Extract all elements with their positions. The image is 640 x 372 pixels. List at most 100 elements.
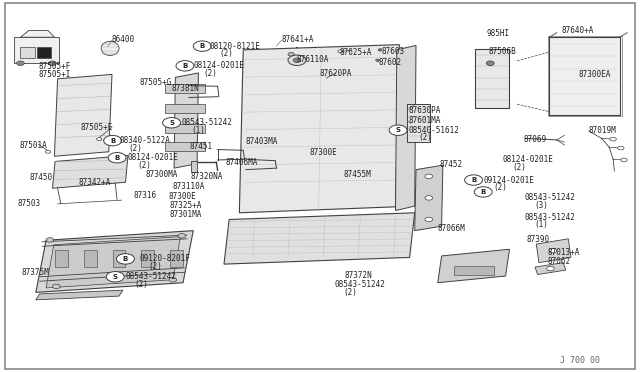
Text: 87455M: 87455M xyxy=(343,170,371,179)
Text: 87620PA: 87620PA xyxy=(320,69,353,78)
Circle shape xyxy=(425,174,433,179)
Text: 87403MA: 87403MA xyxy=(245,137,278,146)
Text: 87375M: 87375M xyxy=(21,268,49,277)
Bar xyxy=(170,250,183,267)
Text: 876110A: 876110A xyxy=(296,55,329,64)
Text: S: S xyxy=(113,274,118,280)
Text: (1): (1) xyxy=(534,220,548,229)
Circle shape xyxy=(338,50,343,53)
Text: 08543-51242: 08543-51242 xyxy=(525,193,575,202)
Text: 87505+I: 87505+I xyxy=(38,70,71,79)
Text: 08543-51242: 08543-51242 xyxy=(334,280,385,289)
Text: (2): (2) xyxy=(134,280,148,289)
Text: 09120-8201F: 09120-8201F xyxy=(140,254,190,263)
Text: 87452: 87452 xyxy=(440,160,463,169)
Text: 08124-0201E: 08124-0201E xyxy=(193,61,244,70)
Circle shape xyxy=(618,146,624,150)
Text: 08543-51242: 08543-51242 xyxy=(525,213,575,222)
Polygon shape xyxy=(224,213,415,264)
Circle shape xyxy=(474,187,492,197)
Text: S: S xyxy=(169,120,174,126)
Text: 87505+E: 87505+E xyxy=(81,124,113,132)
Text: 873110A: 873110A xyxy=(173,182,205,191)
Circle shape xyxy=(293,58,301,62)
Polygon shape xyxy=(36,290,123,300)
Circle shape xyxy=(178,234,186,238)
Circle shape xyxy=(193,41,211,51)
Text: 87603: 87603 xyxy=(381,47,404,56)
Circle shape xyxy=(376,59,380,61)
Text: B: B xyxy=(182,63,188,69)
Text: 87406MA: 87406MA xyxy=(225,158,258,167)
Text: 87342+A: 87342+A xyxy=(78,178,111,187)
Bar xyxy=(55,250,68,267)
Circle shape xyxy=(104,135,122,146)
Text: 87300E: 87300E xyxy=(309,148,337,157)
Bar xyxy=(113,250,125,267)
Text: 87381N: 87381N xyxy=(172,84,199,93)
Polygon shape xyxy=(20,31,54,37)
Text: 87506B: 87506B xyxy=(489,47,516,56)
Circle shape xyxy=(425,196,433,200)
Circle shape xyxy=(108,153,126,163)
Bar xyxy=(165,84,205,93)
Circle shape xyxy=(163,118,180,128)
Polygon shape xyxy=(239,45,399,213)
Text: J 700 00: J 700 00 xyxy=(561,356,600,365)
Bar xyxy=(191,161,197,172)
Text: B: B xyxy=(481,189,486,195)
Polygon shape xyxy=(415,165,443,231)
Bar xyxy=(165,104,205,113)
Bar xyxy=(454,266,494,275)
Text: 87641+A: 87641+A xyxy=(282,35,314,44)
Text: 87451: 87451 xyxy=(189,142,212,151)
Circle shape xyxy=(465,175,483,185)
Text: 87316: 87316 xyxy=(133,191,156,200)
Text: B: B xyxy=(110,138,115,144)
Circle shape xyxy=(116,254,134,264)
Text: (2): (2) xyxy=(512,163,526,172)
Polygon shape xyxy=(549,37,620,115)
Circle shape xyxy=(106,272,124,282)
Text: (1): (1) xyxy=(191,126,205,135)
Text: B: B xyxy=(471,177,476,183)
Circle shape xyxy=(52,284,60,289)
Bar xyxy=(165,142,205,151)
Polygon shape xyxy=(438,249,509,283)
Circle shape xyxy=(288,52,294,56)
Text: 87505+F: 87505+F xyxy=(38,62,71,71)
Circle shape xyxy=(486,61,494,65)
Text: 87601MA: 87601MA xyxy=(408,116,441,125)
Text: (2): (2) xyxy=(204,69,218,78)
Text: 87640+A: 87640+A xyxy=(562,26,595,35)
Text: (2): (2) xyxy=(418,133,432,142)
Text: 87300E: 87300E xyxy=(168,192,196,201)
Text: 87301MA: 87301MA xyxy=(170,210,202,219)
Text: (2): (2) xyxy=(138,161,152,170)
Text: 87505+G: 87505+G xyxy=(140,78,172,87)
Bar xyxy=(141,250,154,267)
Text: S: S xyxy=(396,127,401,133)
Text: 87325+A: 87325+A xyxy=(170,201,202,210)
Circle shape xyxy=(169,278,177,282)
Polygon shape xyxy=(535,263,566,275)
Polygon shape xyxy=(536,239,571,263)
Text: 87630PA: 87630PA xyxy=(408,106,441,115)
Text: B: B xyxy=(123,256,128,262)
Text: 08124-0201E: 08124-0201E xyxy=(502,155,553,164)
Text: 87625+A: 87625+A xyxy=(339,48,372,57)
Polygon shape xyxy=(36,231,193,292)
Polygon shape xyxy=(475,49,509,108)
Circle shape xyxy=(288,55,306,65)
Text: 985HI: 985HI xyxy=(486,29,509,38)
Bar xyxy=(20,47,35,58)
Circle shape xyxy=(45,150,51,153)
Bar xyxy=(37,47,51,58)
Text: 87450: 87450 xyxy=(29,173,52,182)
Text: 87372N: 87372N xyxy=(344,271,372,280)
Circle shape xyxy=(46,238,54,242)
Text: 08540-51612: 08540-51612 xyxy=(408,126,459,135)
Ellipse shape xyxy=(101,41,119,55)
Text: 86400: 86400 xyxy=(112,35,135,44)
Circle shape xyxy=(425,217,433,222)
